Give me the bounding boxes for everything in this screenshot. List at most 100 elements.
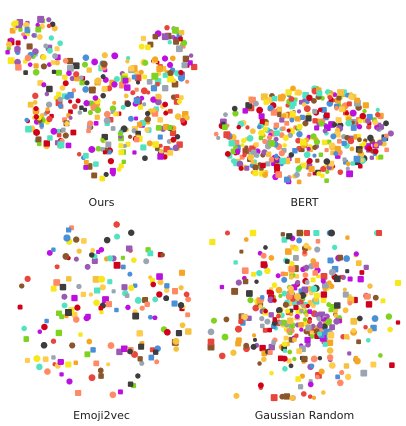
emoji-point <box>154 98 162 106</box>
emoji-point <box>306 159 311 165</box>
emoji-point <box>100 92 106 99</box>
emoji-point <box>247 297 254 304</box>
emoji-point <box>258 135 264 141</box>
emoji-point <box>32 100 38 105</box>
emoji-point <box>93 360 100 367</box>
emoji-point <box>99 175 106 182</box>
emoji-point <box>295 89 303 96</box>
emoji-point <box>127 381 134 387</box>
emoji-point <box>42 356 49 363</box>
emoji-point <box>300 391 307 397</box>
emoji-point <box>327 95 333 100</box>
emoji-point <box>271 282 278 288</box>
emoji-point <box>86 67 92 73</box>
emoji-point <box>45 101 53 108</box>
emoji-point <box>50 338 57 344</box>
emoji-point <box>150 85 158 92</box>
emoji-point <box>286 128 291 133</box>
emoji-point <box>73 71 80 78</box>
emoji-point <box>333 275 341 283</box>
emoji-point <box>46 17 52 23</box>
emoji-point <box>146 140 153 147</box>
emoji-point <box>50 127 58 135</box>
emoji-point <box>280 271 286 277</box>
emoji-point <box>213 131 219 137</box>
emoji-point <box>268 156 275 163</box>
emoji-point <box>59 85 66 91</box>
emoji-point <box>366 145 373 152</box>
emoji-point <box>51 69 57 75</box>
emoji-point <box>321 139 328 146</box>
emoji-point <box>256 106 264 114</box>
emoji-point <box>320 291 328 298</box>
emoji-point <box>349 109 357 117</box>
emoji-point <box>366 124 372 130</box>
emoji-point <box>124 100 132 108</box>
emoji-point <box>328 362 336 369</box>
emoji-point <box>75 389 82 396</box>
emoji-point <box>111 289 116 294</box>
emoji-point <box>62 75 68 81</box>
emoji-point <box>336 95 342 101</box>
emoji-point <box>281 236 288 243</box>
emoji-point <box>260 162 266 169</box>
emoji-point <box>117 389 123 395</box>
emoji-point <box>345 235 350 240</box>
emoji-point <box>326 280 332 286</box>
emoji-point <box>25 125 32 133</box>
emoji-point <box>66 70 72 77</box>
emoji-point <box>273 122 280 129</box>
emoji-point <box>113 261 121 269</box>
emoji-point <box>118 143 124 149</box>
emoji-point <box>83 100 90 107</box>
emoji-point <box>106 85 113 92</box>
emoji-point <box>56 128 61 134</box>
emoji-point <box>309 330 314 335</box>
emoji-point <box>257 382 264 389</box>
emoji-point <box>265 151 272 157</box>
emoji-point <box>37 329 43 335</box>
emoji-point <box>278 320 283 325</box>
emoji-point <box>122 77 129 84</box>
emoji-point <box>17 304 23 310</box>
emoji-point <box>174 134 181 140</box>
emoji-point <box>19 283 25 289</box>
emoji-point <box>263 308 268 314</box>
emoji-point <box>164 283 170 289</box>
emoji-point <box>263 99 270 105</box>
emoji-point <box>321 323 328 331</box>
emoji-point <box>64 121 70 127</box>
emoji-point <box>146 78 153 85</box>
emoji-point <box>56 91 62 97</box>
emoji-point <box>262 138 268 145</box>
emoji-point <box>84 80 90 86</box>
emoji-point <box>94 114 100 120</box>
caption-bert: BERT <box>290 196 319 209</box>
emoji-point <box>224 151 231 157</box>
emoji-point <box>280 232 285 237</box>
emoji-point <box>75 98 81 104</box>
emoji-point <box>301 102 307 107</box>
emoji-point <box>150 281 157 288</box>
emoji-point <box>298 322 304 328</box>
emoji-point <box>31 33 36 38</box>
emoji-point <box>56 132 62 138</box>
emoji-point <box>91 257 98 265</box>
emoji-point <box>252 333 257 338</box>
emoji-point <box>271 340 276 345</box>
emoji-point <box>33 355 41 362</box>
emoji-point <box>83 315 90 322</box>
emoji-point <box>310 277 316 283</box>
emoji-point <box>234 148 241 155</box>
emoji-point <box>162 85 169 92</box>
emoji-point <box>97 367 104 374</box>
emoji-point <box>303 264 310 271</box>
emoji-point <box>99 284 106 291</box>
emoji-point <box>372 119 379 126</box>
emoji-point <box>299 114 305 120</box>
emoji-point <box>252 304 260 312</box>
emoji-point <box>294 157 301 164</box>
emoji-point <box>356 315 363 322</box>
emoji-point <box>33 63 39 69</box>
emoji-point <box>46 85 53 93</box>
